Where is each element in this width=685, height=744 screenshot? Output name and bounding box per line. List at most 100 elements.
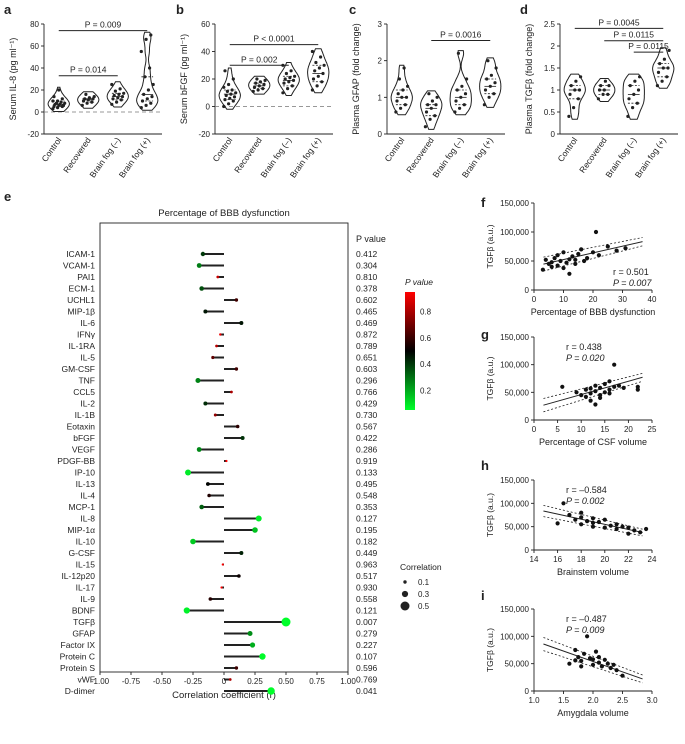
data-point xyxy=(84,92,88,96)
row-pvalue: 0.133 xyxy=(356,468,378,478)
y-axis-label: TGFβ (a.u.) xyxy=(485,356,495,400)
row-label: Protein C xyxy=(60,652,95,662)
row-pvalue: 0.596 xyxy=(356,663,378,673)
data-point xyxy=(120,95,125,99)
data-point xyxy=(567,271,572,276)
data-point xyxy=(661,66,665,70)
data-point xyxy=(427,92,431,96)
data-point xyxy=(569,84,573,88)
data-point xyxy=(51,99,55,103)
panel-label-b: b xyxy=(176,2,184,17)
data-point xyxy=(577,88,582,92)
lollipop-row: VEGF 0.286 xyxy=(72,445,378,455)
stat-r: r = –0.487 xyxy=(566,614,607,624)
data-point xyxy=(582,651,587,656)
data-point xyxy=(263,78,267,82)
data-point xyxy=(590,516,596,521)
ci-line xyxy=(543,380,643,413)
data-point xyxy=(63,101,67,105)
data-point xyxy=(118,87,122,91)
size-legend-dot xyxy=(400,601,410,611)
data-point xyxy=(599,664,605,669)
lollipop-head xyxy=(252,527,258,533)
lollipop-head xyxy=(203,401,208,406)
violin-shape xyxy=(593,78,616,102)
category-label: Recovered xyxy=(61,135,93,175)
fit-line xyxy=(543,643,643,680)
data-point xyxy=(139,49,143,54)
data-point xyxy=(628,84,632,88)
data-point xyxy=(429,106,433,110)
data-point xyxy=(228,96,232,100)
data-point xyxy=(633,79,637,83)
row-pvalue: 0.930 xyxy=(356,583,378,593)
ci-line xyxy=(543,372,643,399)
x-tick-label: 1.00 xyxy=(340,677,356,686)
data-point xyxy=(286,87,290,91)
size-legend-label: 0.5 xyxy=(418,602,430,611)
data-point xyxy=(486,59,490,63)
row-pvalue: 0.107 xyxy=(356,652,378,662)
data-point xyxy=(122,91,126,95)
data-point xyxy=(658,62,662,66)
data-point xyxy=(596,519,602,525)
y-tick-label: 0 xyxy=(35,108,40,117)
violin-shape xyxy=(420,90,443,130)
data-point xyxy=(284,71,288,76)
data-point xyxy=(433,114,437,118)
data-point xyxy=(602,517,607,522)
ci-line xyxy=(543,237,643,258)
data-point xyxy=(614,526,619,532)
y-axis-label: Serum IL-8 (pg ml⁻¹) xyxy=(8,38,18,121)
lollipop-row: IL-10 0.182 xyxy=(76,537,378,547)
violin-shape xyxy=(218,67,241,110)
data-point xyxy=(222,85,226,89)
x-axis-label: Percentage of CSF volume xyxy=(539,437,647,447)
data-point xyxy=(598,385,603,390)
scatter-panel-h: 0 50,000 100,000 150,000 14 16 18 20 22 24 Brainst… xyxy=(485,476,657,577)
data-point xyxy=(611,662,616,667)
lollipop-head xyxy=(203,309,208,314)
data-point xyxy=(313,69,317,73)
data-point xyxy=(626,114,630,118)
lollipop-row: IL-15 0.963 xyxy=(76,560,378,570)
significance-label: P = 0.0115 xyxy=(613,30,654,40)
lollipop-row: IL-6 0.469 xyxy=(80,318,377,328)
data-point xyxy=(576,97,580,101)
data-point xyxy=(612,384,617,389)
row-pvalue: 0.469 xyxy=(356,318,378,328)
data-point xyxy=(560,384,565,389)
data-point xyxy=(315,84,319,88)
data-point xyxy=(655,84,660,88)
y-tick-label: 20 xyxy=(30,86,39,95)
data-point xyxy=(116,96,120,100)
row-label: IL-15 xyxy=(76,560,96,570)
data-point xyxy=(590,662,596,667)
data-point xyxy=(593,402,598,407)
data-point xyxy=(430,99,434,103)
data-point xyxy=(593,383,598,388)
category-label: Brain fog (+) xyxy=(460,135,495,179)
lollipop-head xyxy=(234,666,239,670)
lollipop-row: IL-1B 0.730 xyxy=(75,410,378,420)
x-tick-label: 2.5 xyxy=(617,696,629,705)
category-label: Control xyxy=(555,135,579,163)
data-point xyxy=(310,88,314,92)
x-tick-label: 0 xyxy=(532,295,537,304)
data-point xyxy=(593,649,599,654)
lollipop-row: ECM-1 0.378 xyxy=(69,284,378,294)
lollipop-row: IL-2 0.429 xyxy=(80,399,377,409)
lollipop-row: ICAM-1 0.412 xyxy=(66,249,377,259)
category-label: Brain fog (+) xyxy=(633,135,668,179)
x-tick-label: 30 xyxy=(618,295,627,304)
row-pvalue: 0.465 xyxy=(356,307,378,317)
lollipop-row: TNF 0.296 xyxy=(78,376,377,386)
data-point xyxy=(614,522,619,527)
data-point xyxy=(576,251,581,257)
lollipop-head xyxy=(208,597,213,601)
data-point xyxy=(623,246,628,251)
significance-label: P = 0.0045 xyxy=(598,17,639,27)
significance-label: P = 0.002 xyxy=(241,54,278,64)
lollipop-row: VCAM-1 0.304 xyxy=(63,261,378,271)
data-point xyxy=(92,95,96,99)
